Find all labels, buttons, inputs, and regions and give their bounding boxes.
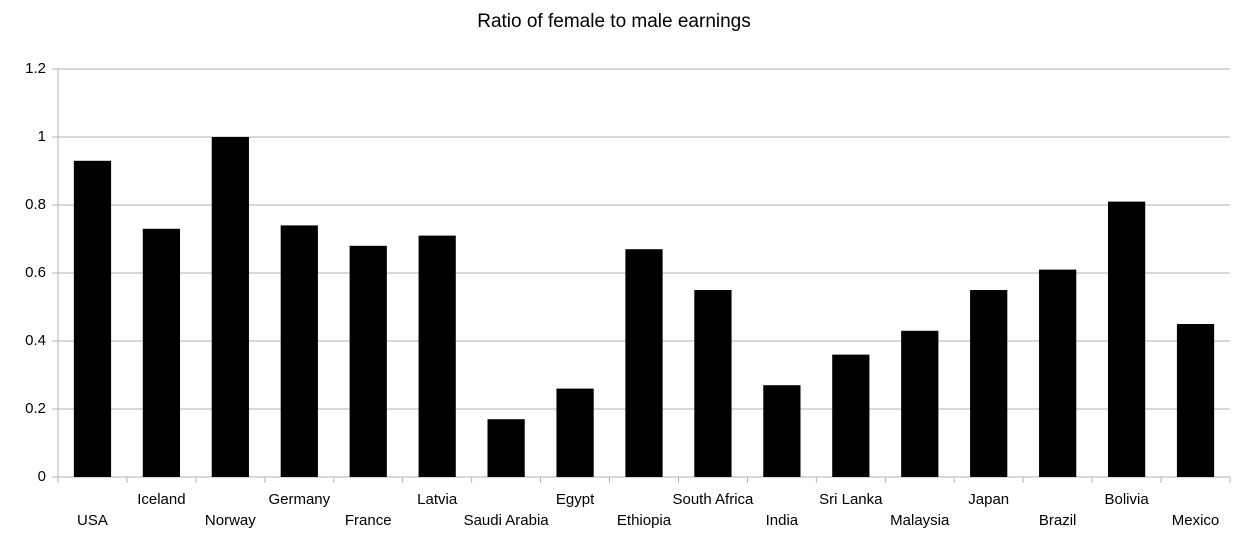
x-tick-label: USA: [77, 512, 108, 529]
bar: [832, 354, 870, 477]
y-tick-label: 0: [38, 468, 46, 485]
bar: [418, 235, 456, 477]
bar: [1176, 324, 1215, 477]
x-tick-label: France: [345, 512, 392, 529]
y-tick-label: 0.8: [25, 196, 46, 213]
x-tick-label: Malaysia: [890, 512, 950, 529]
x-tick-label: Ethiopia: [617, 512, 672, 529]
x-tick-label: Latvia: [417, 491, 458, 508]
x-tick-label: Egypt: [556, 491, 595, 508]
bar: [625, 249, 663, 477]
x-tick-label: Mexico: [1172, 512, 1220, 529]
x-tick-label: Germany: [268, 491, 330, 508]
bar: [1107, 201, 1146, 477]
bar: [73, 160, 112, 478]
x-tick-label: Iceland: [137, 491, 185, 508]
x-tick-label: Sri Lanka: [819, 491, 883, 508]
bar: [487, 419, 525, 477]
x-tick-label: Saudi Arabia: [464, 512, 550, 529]
x-tick-label: Brazil: [1039, 512, 1077, 529]
bar: [556, 388, 594, 477]
bar: [694, 290, 732, 477]
x-tick-label: Japan: [968, 491, 1009, 508]
y-tick-label: 1: [38, 128, 46, 145]
y-tick-label: 0.4: [25, 332, 46, 349]
y-tick-label: 0.2: [25, 400, 46, 417]
bar: [763, 385, 801, 477]
y-tick-label: 0.6: [25, 264, 46, 281]
x-tick-label: India: [766, 512, 799, 529]
x-tick-label: Bolivia: [1104, 491, 1149, 508]
y-tick-label: 1.2: [25, 60, 46, 77]
bar: [901, 330, 939, 477]
bar: [142, 228, 181, 477]
bar: [211, 137, 249, 477]
bar: [280, 225, 318, 477]
x-tick-label: South Africa: [672, 491, 754, 508]
x-tick-label: Norway: [205, 512, 256, 529]
bar: [1039, 269, 1077, 477]
bar: [970, 290, 1008, 477]
bar: [349, 245, 387, 477]
chart-title: Ratio of female to male earnings: [477, 11, 751, 32]
